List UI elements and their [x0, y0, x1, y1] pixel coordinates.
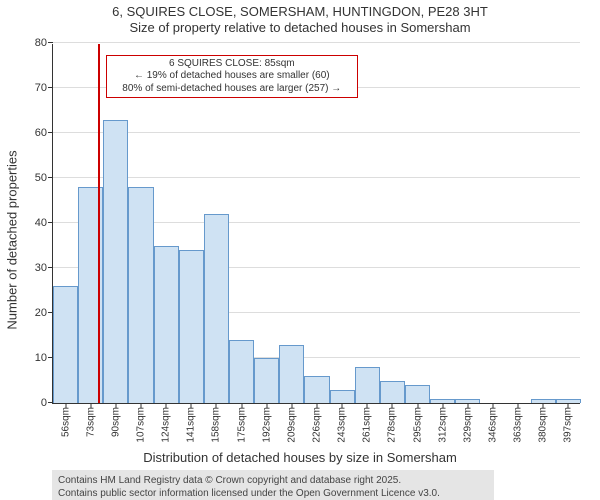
xtick-label: 312sqm [437, 407, 448, 443]
xtick-label: 107sqm [136, 407, 147, 443]
xtick-label: 73sqm [85, 407, 96, 437]
attribution-box: Contains HM Land Registry data © Crown c… [52, 470, 494, 500]
ytick-mark [48, 267, 53, 268]
ytick-label: 10 [35, 352, 47, 364]
histogram-bar [279, 345, 304, 404]
histogram-bar [355, 367, 380, 403]
xtick-label: 226sqm [312, 407, 323, 443]
title-line-1: 6, SQUIRES CLOSE, SOMERSHAM, HUNTINGDON,… [0, 4, 600, 19]
xtick-label: 261sqm [362, 407, 373, 443]
ytick-label: 80 [35, 37, 47, 49]
xtick-label: 158sqm [211, 407, 222, 443]
annotation-line: 6 SQUIRES CLOSE: 85sqm [111, 58, 353, 71]
histogram-bar [380, 381, 405, 404]
title-line-2: Size of property relative to detached ho… [0, 20, 600, 35]
xtick-label: 90sqm [110, 407, 121, 437]
histogram-bar [304, 376, 329, 403]
ytick-label: 40 [35, 217, 47, 229]
annotation-box: 6 SQUIRES CLOSE: 85sqm← 19% of detached … [106, 55, 358, 99]
ytick-label: 20 [35, 307, 47, 319]
histogram-bar [254, 358, 279, 403]
xtick-label: 192sqm [261, 407, 272, 443]
xtick-label: 346sqm [488, 407, 499, 443]
histogram-bar [53, 286, 78, 403]
x-axis-label: Distribution of detached houses by size … [0, 450, 600, 465]
xtick-label: 329sqm [462, 407, 473, 443]
ytick-mark [48, 222, 53, 223]
xtick-label: 363sqm [513, 407, 524, 443]
histogram-bar [103, 120, 128, 404]
ytick-mark [48, 42, 53, 43]
chart-root: 6, SQUIRES CLOSE, SOMERSHAM, HUNTINGDON,… [0, 0, 600, 500]
ytick-mark [48, 177, 53, 178]
ytick-mark [48, 87, 53, 88]
xtick-label: 397sqm [563, 407, 574, 443]
ytick-label: 70 [35, 82, 47, 94]
attribution-line-2: Contains public sector information licen… [58, 487, 488, 500]
ytick-label: 60 [35, 127, 47, 139]
xtick-label: 175sqm [236, 407, 247, 443]
ytick-label: 0 [41, 397, 47, 409]
xtick-label: 209sqm [286, 407, 297, 443]
annotation-line: 80% of semi-detached houses are larger (… [111, 83, 353, 96]
xtick-label: 295sqm [412, 407, 423, 443]
ytick-label: 50 [35, 172, 47, 184]
xtick-label: 243sqm [337, 407, 348, 443]
plot-area: 0102030405060708056sqm73sqm90sqm107sqm12… [52, 44, 580, 404]
y-axis-label: Number of detached properties [5, 150, 20, 329]
ytick-mark [48, 132, 53, 133]
grid-line [53, 177, 580, 178]
xtick-label: 124sqm [161, 407, 172, 443]
ytick-label: 30 [35, 262, 47, 274]
histogram-bar [179, 250, 204, 403]
grid-line [53, 42, 580, 43]
xtick-label: 56sqm [60, 407, 71, 437]
xtick-label: 380sqm [538, 407, 549, 443]
xtick-label: 141sqm [186, 407, 197, 443]
histogram-bar [128, 187, 153, 403]
histogram-bar [405, 385, 430, 403]
histogram-bar [204, 214, 229, 403]
histogram-bar [229, 340, 254, 403]
grid-line [53, 132, 580, 133]
attribution-line-1: Contains HM Land Registry data © Crown c… [58, 474, 488, 487]
reference-line [98, 44, 100, 403]
xtick-label: 278sqm [387, 407, 398, 443]
annotation-line: ← 19% of detached houses are smaller (60… [111, 70, 353, 83]
histogram-bar [330, 390, 355, 404]
histogram-bar [154, 246, 179, 404]
